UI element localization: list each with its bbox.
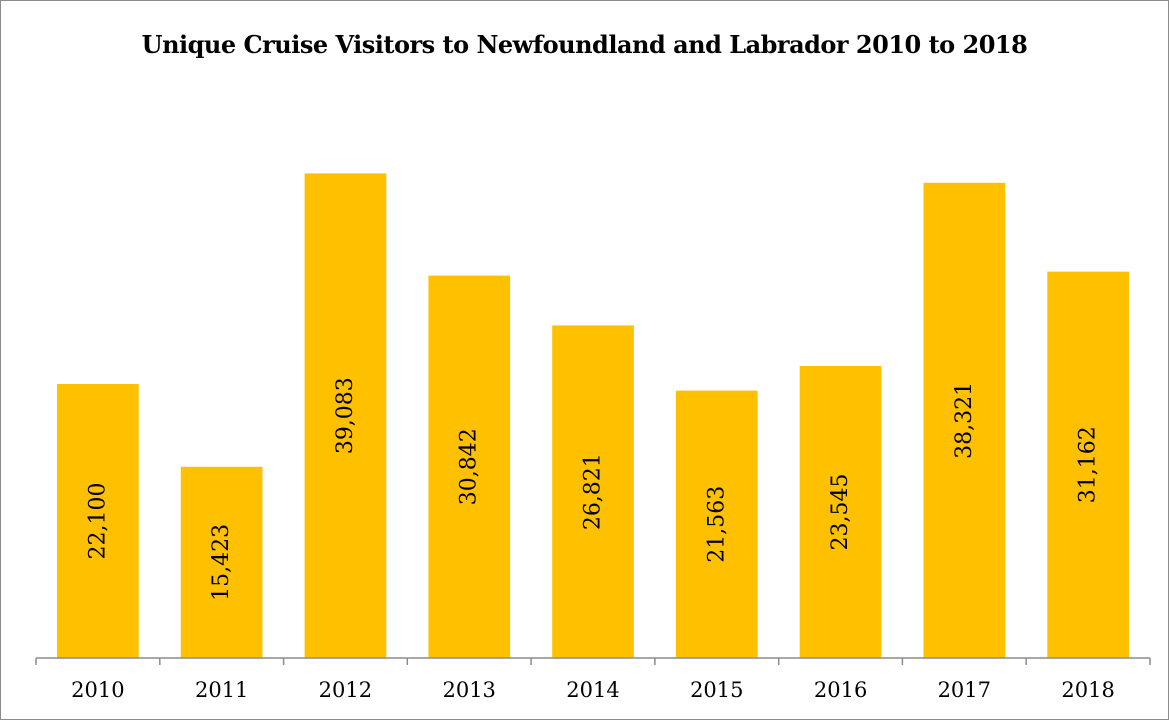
- bar-2014: [552, 325, 634, 658]
- data-label-2015: 21,563: [704, 486, 729, 563]
- x-tick-label-2014: 2014: [566, 678, 619, 702]
- data-label-2017: 38,321: [952, 382, 977, 459]
- bar-2013: [428, 275, 511, 658]
- x-tick-label-2018: 2018: [1061, 678, 1114, 702]
- bar-2017: [923, 182, 1006, 659]
- x-tick-label-2016: 2016: [814, 678, 867, 702]
- bar-2010: [57, 384, 139, 658]
- data-label-2013: 30,842: [457, 428, 482, 505]
- x-tick-label-2015: 2015: [690, 678, 743, 702]
- bar-2011: [180, 466, 263, 658]
- bar-2015: [675, 390, 758, 658]
- data-label-2010: 22,100: [85, 483, 110, 560]
- x-tick-label-2011: 2011: [195, 678, 248, 702]
- data-label-2018: 31,162: [1076, 426, 1101, 503]
- x-tick-label-2017: 2017: [938, 678, 991, 702]
- chart-title: Unique Cruise Visitors to Newfoundland a…: [141, 30, 1028, 59]
- bar-2012: [304, 173, 387, 658]
- x-tick-label-2012: 2012: [319, 678, 372, 702]
- data-label-2012: 39,083: [333, 377, 358, 454]
- bar-2018: [1047, 271, 1129, 658]
- data-label-2011: 15,423: [209, 524, 234, 601]
- x-tick-label-2013: 2013: [442, 678, 495, 702]
- bar-2016: [799, 366, 882, 658]
- data-label-2016: 23,545: [828, 474, 853, 551]
- x-tick-label-2010: 2010: [71, 678, 124, 702]
- data-label-2014: 26,821: [581, 453, 606, 530]
